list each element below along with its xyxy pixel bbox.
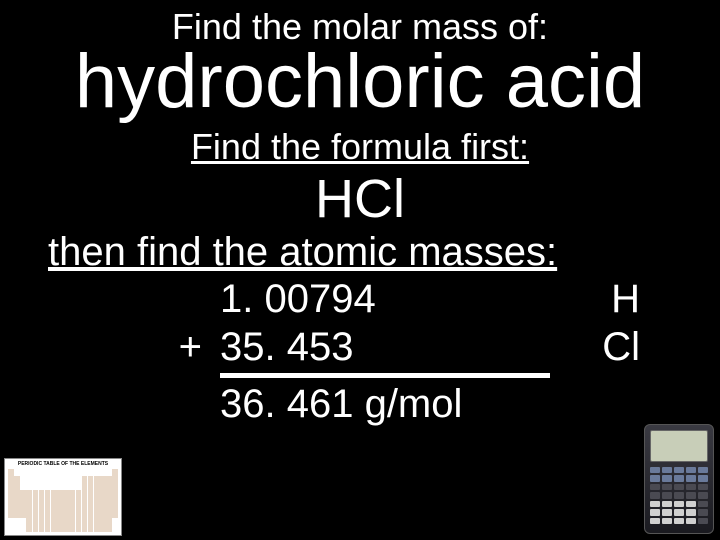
sum-line [220,373,550,378]
mass-row-h: 1. 00794 H [160,277,720,325]
chemical-formula: HCl [0,168,720,230]
periodic-table-title: PERIODIC TABLE OF THE ELEMENTS [5,459,121,467]
step-formula-label: Find the formula first: [0,126,720,168]
mass-calculation: 1. 00794 H + 35. 453 Cl 36. 461 g/mol [160,277,720,427]
step-masses-label: then find the atomic masses: [48,230,720,275]
mass-row-cl: + 35. 453 Cl [160,325,720,373]
mass-value-h: 1. 00794 [220,277,440,322]
periodic-grid [5,467,121,535]
compound-name: hydrochloric acid [0,44,720,120]
mass-value-cl: 35. 453 [220,325,440,370]
calculator-icon [644,424,714,534]
mass-symbol-cl: Cl [440,325,640,370]
mass-symbol-h: H [440,277,640,322]
result-value: 36. 461 g/mol [220,382,720,427]
calculator-screen [650,430,708,462]
plus-sign: + [160,325,220,370]
periodic-table-icon: PERIODIC TABLE OF THE ELEMENTS [4,458,122,536]
calculator-keys [645,465,713,529]
